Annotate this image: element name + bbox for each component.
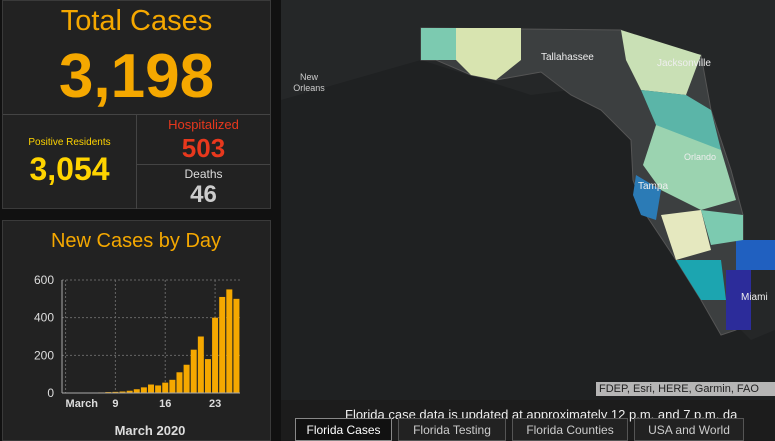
chart-title: New Cases by Day xyxy=(51,230,221,252)
bar xyxy=(140,387,147,393)
y-tick-label: 200 xyxy=(34,348,54,362)
bar xyxy=(197,336,204,393)
y-tick-label: 400 xyxy=(34,311,54,325)
county xyxy=(643,125,736,210)
bar xyxy=(176,372,183,393)
x-tick-label: 9 xyxy=(112,398,118,410)
county xyxy=(726,270,751,330)
bar xyxy=(219,296,226,393)
hospitalized-value: 503 xyxy=(181,133,226,163)
tab[interactable]: Florida Cases xyxy=(295,418,392,441)
divider xyxy=(136,114,137,209)
x-axis-title: March 2020 xyxy=(115,423,186,438)
bar xyxy=(183,364,190,393)
county xyxy=(456,28,521,80)
attribution-bg xyxy=(596,382,775,396)
bar xyxy=(112,391,119,393)
divider xyxy=(136,164,270,165)
map-label: Orleans xyxy=(293,83,325,93)
county xyxy=(736,240,775,270)
county xyxy=(421,28,456,60)
bar xyxy=(233,298,240,393)
totals-panel: Total Cases 3,198 Positive Residents 3,0… xyxy=(2,0,271,209)
map-label: Miami xyxy=(741,292,768,303)
total-cases-value: 3,198 xyxy=(58,42,215,111)
county xyxy=(641,90,721,150)
bar xyxy=(119,391,126,393)
county xyxy=(633,175,661,220)
hospitalized-label: Hospitalized xyxy=(168,117,239,132)
tab[interactable]: Florida Counties xyxy=(512,418,628,441)
positive-residents-label: Positive Residents xyxy=(28,137,111,148)
deaths-label: Deaths xyxy=(184,167,223,181)
tab[interactable]: Florida Testing xyxy=(398,418,506,441)
positive-residents-value: 3,054 xyxy=(29,151,110,187)
bar xyxy=(155,385,162,393)
chart-panel xyxy=(2,220,271,441)
bar xyxy=(148,384,154,393)
bar xyxy=(133,389,140,393)
bar xyxy=(126,390,133,393)
x-tick-label: 23 xyxy=(209,398,221,410)
chart: New Cases by Day March 2020 0 200 400 600 Ma… xyxy=(34,230,240,438)
bar xyxy=(162,382,169,393)
map-label: New xyxy=(300,72,319,82)
total-cases-label: Total Cases xyxy=(60,5,213,37)
attribution-text: FDEP, Esri, HERE, Garmin, FAO xyxy=(599,383,759,395)
y-tick-label: 0 xyxy=(47,386,54,400)
bar xyxy=(226,289,233,393)
map-label: Tampa xyxy=(638,181,668,192)
bar xyxy=(190,349,197,393)
map-label: Tallahassee xyxy=(541,52,594,63)
deaths-value: 46 xyxy=(190,181,217,208)
bar xyxy=(212,317,219,393)
county xyxy=(701,210,743,245)
county xyxy=(676,260,726,300)
x-tick-label: 16 xyxy=(159,398,171,410)
map-label: Jacksonville xyxy=(657,58,711,69)
county xyxy=(621,30,701,95)
x-tick-label: March xyxy=(66,398,99,410)
water xyxy=(281,60,775,418)
bar xyxy=(169,379,176,393)
tab[interactable]: USA and World xyxy=(634,418,744,441)
bar xyxy=(204,359,211,393)
y-tick-label: 600 xyxy=(34,273,54,287)
map-label: Orlando xyxy=(684,152,716,162)
map: Tallahassee Jacksonville New Orleans Orl… xyxy=(281,0,775,418)
county xyxy=(661,210,711,260)
